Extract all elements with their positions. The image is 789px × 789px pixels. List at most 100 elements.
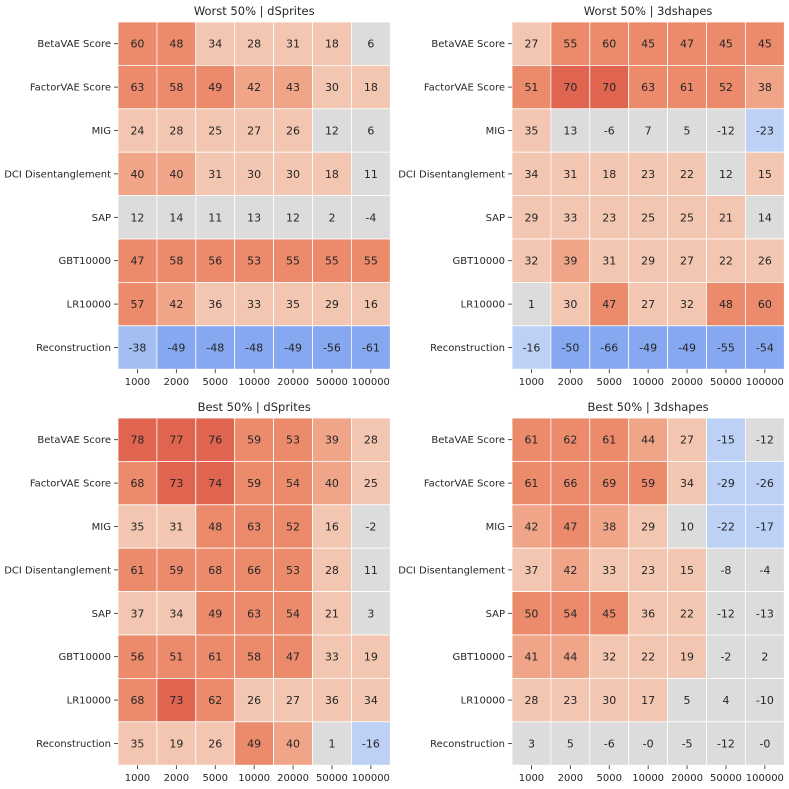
cell-value-label: 55 (286, 255, 300, 268)
heatmap-cell (628, 21, 669, 66)
cell-value-label: 33 (247, 298, 261, 311)
cell-value-label: 34 (680, 477, 694, 490)
cell-value-label: -48 (245, 342, 263, 355)
heatmap-cell (156, 238, 197, 283)
cell-value-label: 62 (563, 434, 577, 447)
heatmap-cell (628, 281, 669, 327)
heatmap-cell (706, 281, 746, 327)
y-tick-label: SAP (92, 213, 111, 224)
cell-value-label: 42 (247, 81, 261, 94)
cell-value-label: 42 (169, 298, 183, 311)
x-tick-label: 1000 (125, 377, 150, 388)
cell-value-label: -56 (323, 342, 341, 355)
cell-value-label: 54 (286, 477, 300, 490)
heatmap-cell (745, 721, 785, 766)
heatmap-cell (667, 21, 707, 66)
cell-value-label: 36 (325, 694, 339, 707)
heatmap-cell (195, 547, 236, 593)
cell-value-label: 1 (328, 738, 335, 751)
cell-value-label: 58 (169, 255, 183, 268)
x-tick-label: 50000 (316, 773, 348, 784)
heatmap-cell (628, 325, 669, 370)
cell-value-label: 40 (325, 477, 339, 490)
heatmap-cell (589, 65, 630, 110)
heatmap-cell (667, 65, 707, 110)
heatmap-cell (350, 547, 391, 593)
heatmap-cell (117, 21, 158, 66)
cell-value-label: 19 (169, 738, 183, 751)
cell-value-label: -49 (167, 342, 185, 355)
cell-value-label: 14 (169, 211, 183, 224)
heatmap-cell (706, 591, 746, 636)
cell-value-label: -13 (756, 607, 774, 620)
heatmap-cell (745, 238, 785, 283)
cell-value-label: 40 (130, 168, 144, 181)
cell-value-label: 42 (524, 521, 538, 534)
cell-value-label: 3 (367, 607, 374, 620)
cell-value-label: 16 (364, 298, 378, 311)
heatmap-cell (511, 65, 552, 110)
y-tick-label: Reconstruction (36, 343, 111, 354)
cell-value-label: -0 (643, 738, 654, 751)
y-tick-label: SAP (92, 609, 111, 620)
cell-value-label: 6 (367, 38, 374, 51)
heatmap-cell (350, 151, 391, 196)
heatmap-cell (745, 281, 785, 327)
cell-value-label: 16 (325, 521, 339, 534)
cell-value-label: 30 (602, 694, 616, 707)
heatmap-cell (234, 238, 274, 283)
cell-value-label: 12 (286, 211, 300, 224)
cell-value-label: 5 (684, 125, 691, 138)
cell-value-label: 45 (602, 607, 616, 620)
cell-value-label: 31 (208, 168, 222, 181)
heatmap-cell (350, 460, 391, 506)
cell-value-label: 34 (524, 168, 538, 181)
cell-value-label: -16 (522, 342, 540, 355)
cell-value-label: 25 (364, 477, 378, 490)
cell-value-label: 25 (208, 125, 222, 138)
cell-value-label: -61 (362, 342, 380, 355)
cell-value-label: 44 (641, 434, 655, 447)
cell-value-label: 28 (247, 38, 261, 51)
heatmap-cell (273, 678, 313, 723)
cell-value-label: 49 (208, 81, 222, 94)
heatmap-cell (117, 678, 158, 723)
y-tick-label: BetaVAE Score (37, 435, 111, 446)
cell-value-label: 56 (130, 651, 144, 664)
cell-value-label: 47 (602, 298, 616, 311)
cell-value-label: 26 (286, 125, 300, 138)
cell-value-label: -6 (604, 738, 615, 751)
cell-value-label: 35 (286, 298, 300, 311)
cell-value-label: 25 (680, 211, 694, 224)
cell-value-label: 34 (169, 607, 183, 620)
cell-value-label: 31 (602, 255, 616, 268)
x-tick-label: 10000 (632, 377, 664, 388)
cell-value-label: 36 (641, 607, 655, 620)
cell-value-label: -10 (756, 694, 774, 707)
heatmap-cell (745, 195, 785, 240)
heatmap-cell (312, 460, 352, 506)
cell-value-label: 55 (325, 255, 339, 268)
heatmap-cell (511, 238, 552, 283)
cell-value-label: 32 (680, 298, 694, 311)
heatmap-cell (312, 151, 352, 196)
y-tick-label: MIG (92, 126, 111, 137)
y-tick-label: LR10000 (461, 696, 505, 707)
cell-value-label: 69 (602, 477, 616, 490)
y-tick-label: LR10000 (461, 300, 505, 311)
x-tick-label: 2000 (164, 377, 189, 388)
cell-value-label: 61 (602, 434, 616, 447)
y-tick-label: Reconstruction (36, 739, 111, 750)
cell-value-label: 23 (602, 211, 616, 224)
y-tick-label: DCI Disentanglement (398, 169, 505, 180)
cell-value-label: 73 (169, 477, 183, 490)
heatmap-cell (195, 65, 236, 110)
cell-value-label: 18 (602, 168, 616, 181)
heatmap-cell (628, 547, 669, 593)
cell-value-label: 44 (563, 651, 577, 664)
heatmap-cell (273, 65, 313, 110)
chart-title: Best 50% | 3dshapes (588, 400, 709, 414)
y-tick-label: FactorVAE Score (424, 83, 505, 94)
heatmap-cell (706, 547, 746, 593)
heatmap-cell (550, 721, 591, 766)
